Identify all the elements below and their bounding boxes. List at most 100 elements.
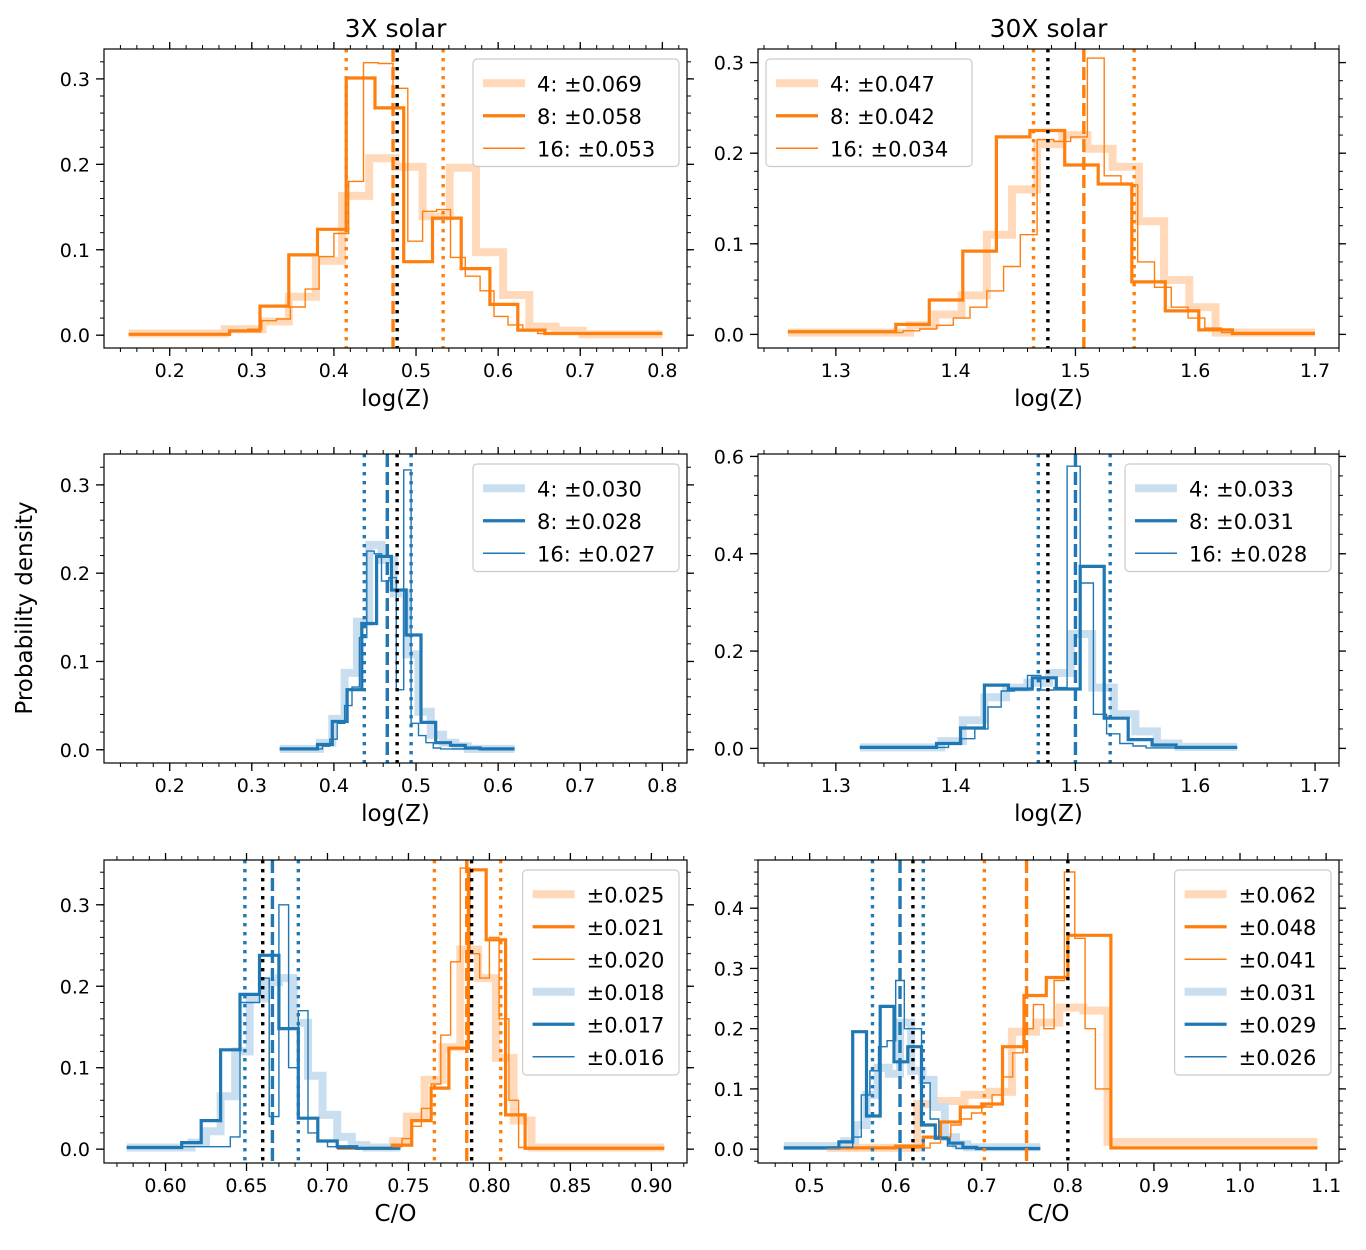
y-tick-label: 0.2: [714, 143, 744, 165]
x-tick-label: 0.5: [795, 1175, 825, 1197]
x-tick-label: 0.75: [387, 1175, 429, 1197]
legend: ±0.025 ±0.021 ±0.020 ±0.018 ±0.017 ±0.016: [521, 869, 680, 1076]
series-4-step-line: [787, 131, 1315, 337]
plot-area: [787, 49, 1315, 348]
x-tick-label: 1.3: [821, 360, 851, 382]
y-tick-label: 0.3: [714, 53, 744, 75]
legend-entry-label: 4: ±0.030: [537, 477, 642, 501]
legend-entry-label: 16: ±0.027: [537, 542, 655, 566]
y-tick-label: 0.1: [714, 1079, 744, 1101]
y-tick-label: 0.0: [60, 740, 90, 762]
x-tick-label: 0.4: [319, 360, 349, 382]
plot-area: [859, 454, 1238, 763]
x-tick-label: 0.7: [967, 1175, 997, 1197]
x-tick-label: 0.2: [155, 360, 185, 382]
legend-entry-label: ±0.029: [1239, 1013, 1317, 1037]
legend-entry-label: 16: ±0.034: [830, 137, 948, 161]
x-tick-label: 1.0: [1225, 1175, 1255, 1197]
y-tick-label: 0.0: [60, 1139, 90, 1161]
x-tick-label: 0.85: [549, 1175, 591, 1197]
y-tick-label: 0.0: [714, 738, 744, 760]
x-tick-label: 0.3: [237, 775, 267, 797]
x-axis-label: log(Z): [361, 386, 430, 412]
axes-frame: [757, 453, 1340, 764]
y-tick-label: 0.0: [60, 325, 90, 347]
series-O8-step-line: [337, 868, 665, 1150]
series-B4-step-line: [783, 1018, 1041, 1152]
axes-frame: [103, 859, 688, 1164]
x-tick-label: 0.6: [483, 360, 513, 382]
x-tick-label: 0.90: [630, 1175, 672, 1197]
legend-entry-label: ±0.016: [587, 1046, 665, 1070]
series-B8-step-line: [126, 953, 401, 1150]
panel-p20: 0.60 0.65 0.70 0.75 0.80 0.85 0.90 0.0 0.1 0.2 0.3…: [60, 853, 694, 1227]
legend-entry-label: 16: ±0.053: [537, 137, 655, 161]
legend: 4: ±0.033 8: ±0.031 16: ±0.028: [1124, 463, 1332, 573]
y-tick-label: 0.4: [714, 544, 744, 566]
shared-y-axis-label: Probability density: [12, 501, 38, 714]
x-tick-label: 0.3: [237, 360, 267, 382]
legend-entry-label: ±0.018: [587, 981, 665, 1005]
x-tick-label: 0.8: [647, 775, 677, 797]
x-tick-label: 1.1: [1311, 1175, 1341, 1197]
x-tick-label: 0.2: [155, 775, 185, 797]
x-tick-label: 0.8: [647, 360, 677, 382]
legend-entry-label: 8: ±0.031: [1189, 510, 1294, 534]
x-tick-label: 1.5: [1060, 775, 1090, 797]
panel-p00: 0.2 0.3 0.4 0.5 0.6 0.7 0.8 0.0 0.1 0.2 0.3 log(Z) 3…: [60, 14, 694, 412]
x-tick-label: 1.7: [1300, 360, 1330, 382]
legend-entry-label: 16: ±0.028: [1189, 542, 1307, 566]
x-tick-label: 0.4: [319, 775, 349, 797]
legend-entry-label: ±0.021: [587, 916, 665, 940]
series-8-step-line: [128, 76, 663, 336]
legend-entry-label: ±0.041: [1239, 948, 1317, 972]
legend-entry-label: ±0.026: [1239, 1046, 1317, 1070]
x-tick-label: 0.80: [468, 1175, 510, 1197]
series-8-step-line: [787, 128, 1315, 336]
y-tick-label: 0.3: [60, 475, 90, 497]
panel-p10: 0.2 0.3 0.4 0.5 0.6 0.7 0.8 0.0 0.1 0.2 0.3 log(Z) 4…: [60, 447, 694, 827]
x-axis-label: log(Z): [361, 801, 430, 827]
legend-entry-label: ±0.062: [1239, 883, 1317, 907]
x-tick-label: 0.9: [1139, 1175, 1169, 1197]
x-axis-label: C/O: [1028, 1201, 1070, 1227]
x-tick-label: 1.5: [1060, 360, 1090, 382]
legend: 4: ±0.030 8: ±0.028 16: ±0.027: [472, 463, 680, 573]
legend-entry-label: 4: ±0.069: [537, 72, 642, 96]
legend-entry-label: ±0.020: [587, 948, 665, 972]
panel-title: 3X solar: [345, 14, 448, 43]
legend-entry-label: ±0.048: [1239, 916, 1317, 940]
series-B16-step-line: [126, 904, 401, 1149]
x-tick-label: 1.4: [941, 360, 971, 382]
x-axis-label: log(Z): [1014, 386, 1083, 412]
x-tick-label: 0.6: [881, 1175, 911, 1197]
y-tick-label: 0.1: [714, 234, 744, 256]
x-tick-label: 1.6: [1180, 360, 1210, 382]
y-tick-label: 0.2: [714, 641, 744, 663]
panel-title: 30X solar: [990, 14, 1108, 43]
series-16-step-line: [279, 469, 515, 750]
y-tick-label: 0.4: [714, 898, 744, 920]
legend-entry-label: ±0.031: [1239, 981, 1317, 1005]
x-tick-label: 0.60: [144, 1175, 186, 1197]
series-8-step-line: [859, 564, 1238, 749]
y-tick-label: 0.1: [60, 651, 90, 673]
y-tick-label: 0.2: [60, 154, 90, 176]
x-tick-label: 0.65: [225, 1175, 267, 1197]
x-tick-label: 1.4: [941, 775, 971, 797]
legend-entry-label: 8: ±0.028: [537, 510, 642, 534]
x-tick-label: 0.6: [483, 775, 513, 797]
legend: 4: ±0.047 8: ±0.042 16: ±0.034: [765, 58, 973, 168]
series-4-step-line: [128, 154, 663, 339]
legend-entry-label: 4: ±0.047: [830, 72, 935, 96]
y-tick-label: 0.0: [714, 324, 744, 346]
x-axis-label: C/O: [375, 1201, 417, 1227]
legend-entry-label: ±0.017: [587, 1013, 665, 1037]
x-tick-label: 0.5: [401, 360, 431, 382]
x-tick-label: 0.7: [565, 775, 595, 797]
legend: 4: ±0.069 8: ±0.058 16: ±0.053: [472, 58, 680, 168]
panel-p21: 0.5 0.6 0.7 0.8 0.9 1.0 1.1 0.0 0.1 0.2 0.3 0.4 C/O ±…: [714, 853, 1346, 1227]
y-tick-label: 0.1: [60, 240, 90, 262]
series-B16-step-line: [783, 979, 1041, 1150]
